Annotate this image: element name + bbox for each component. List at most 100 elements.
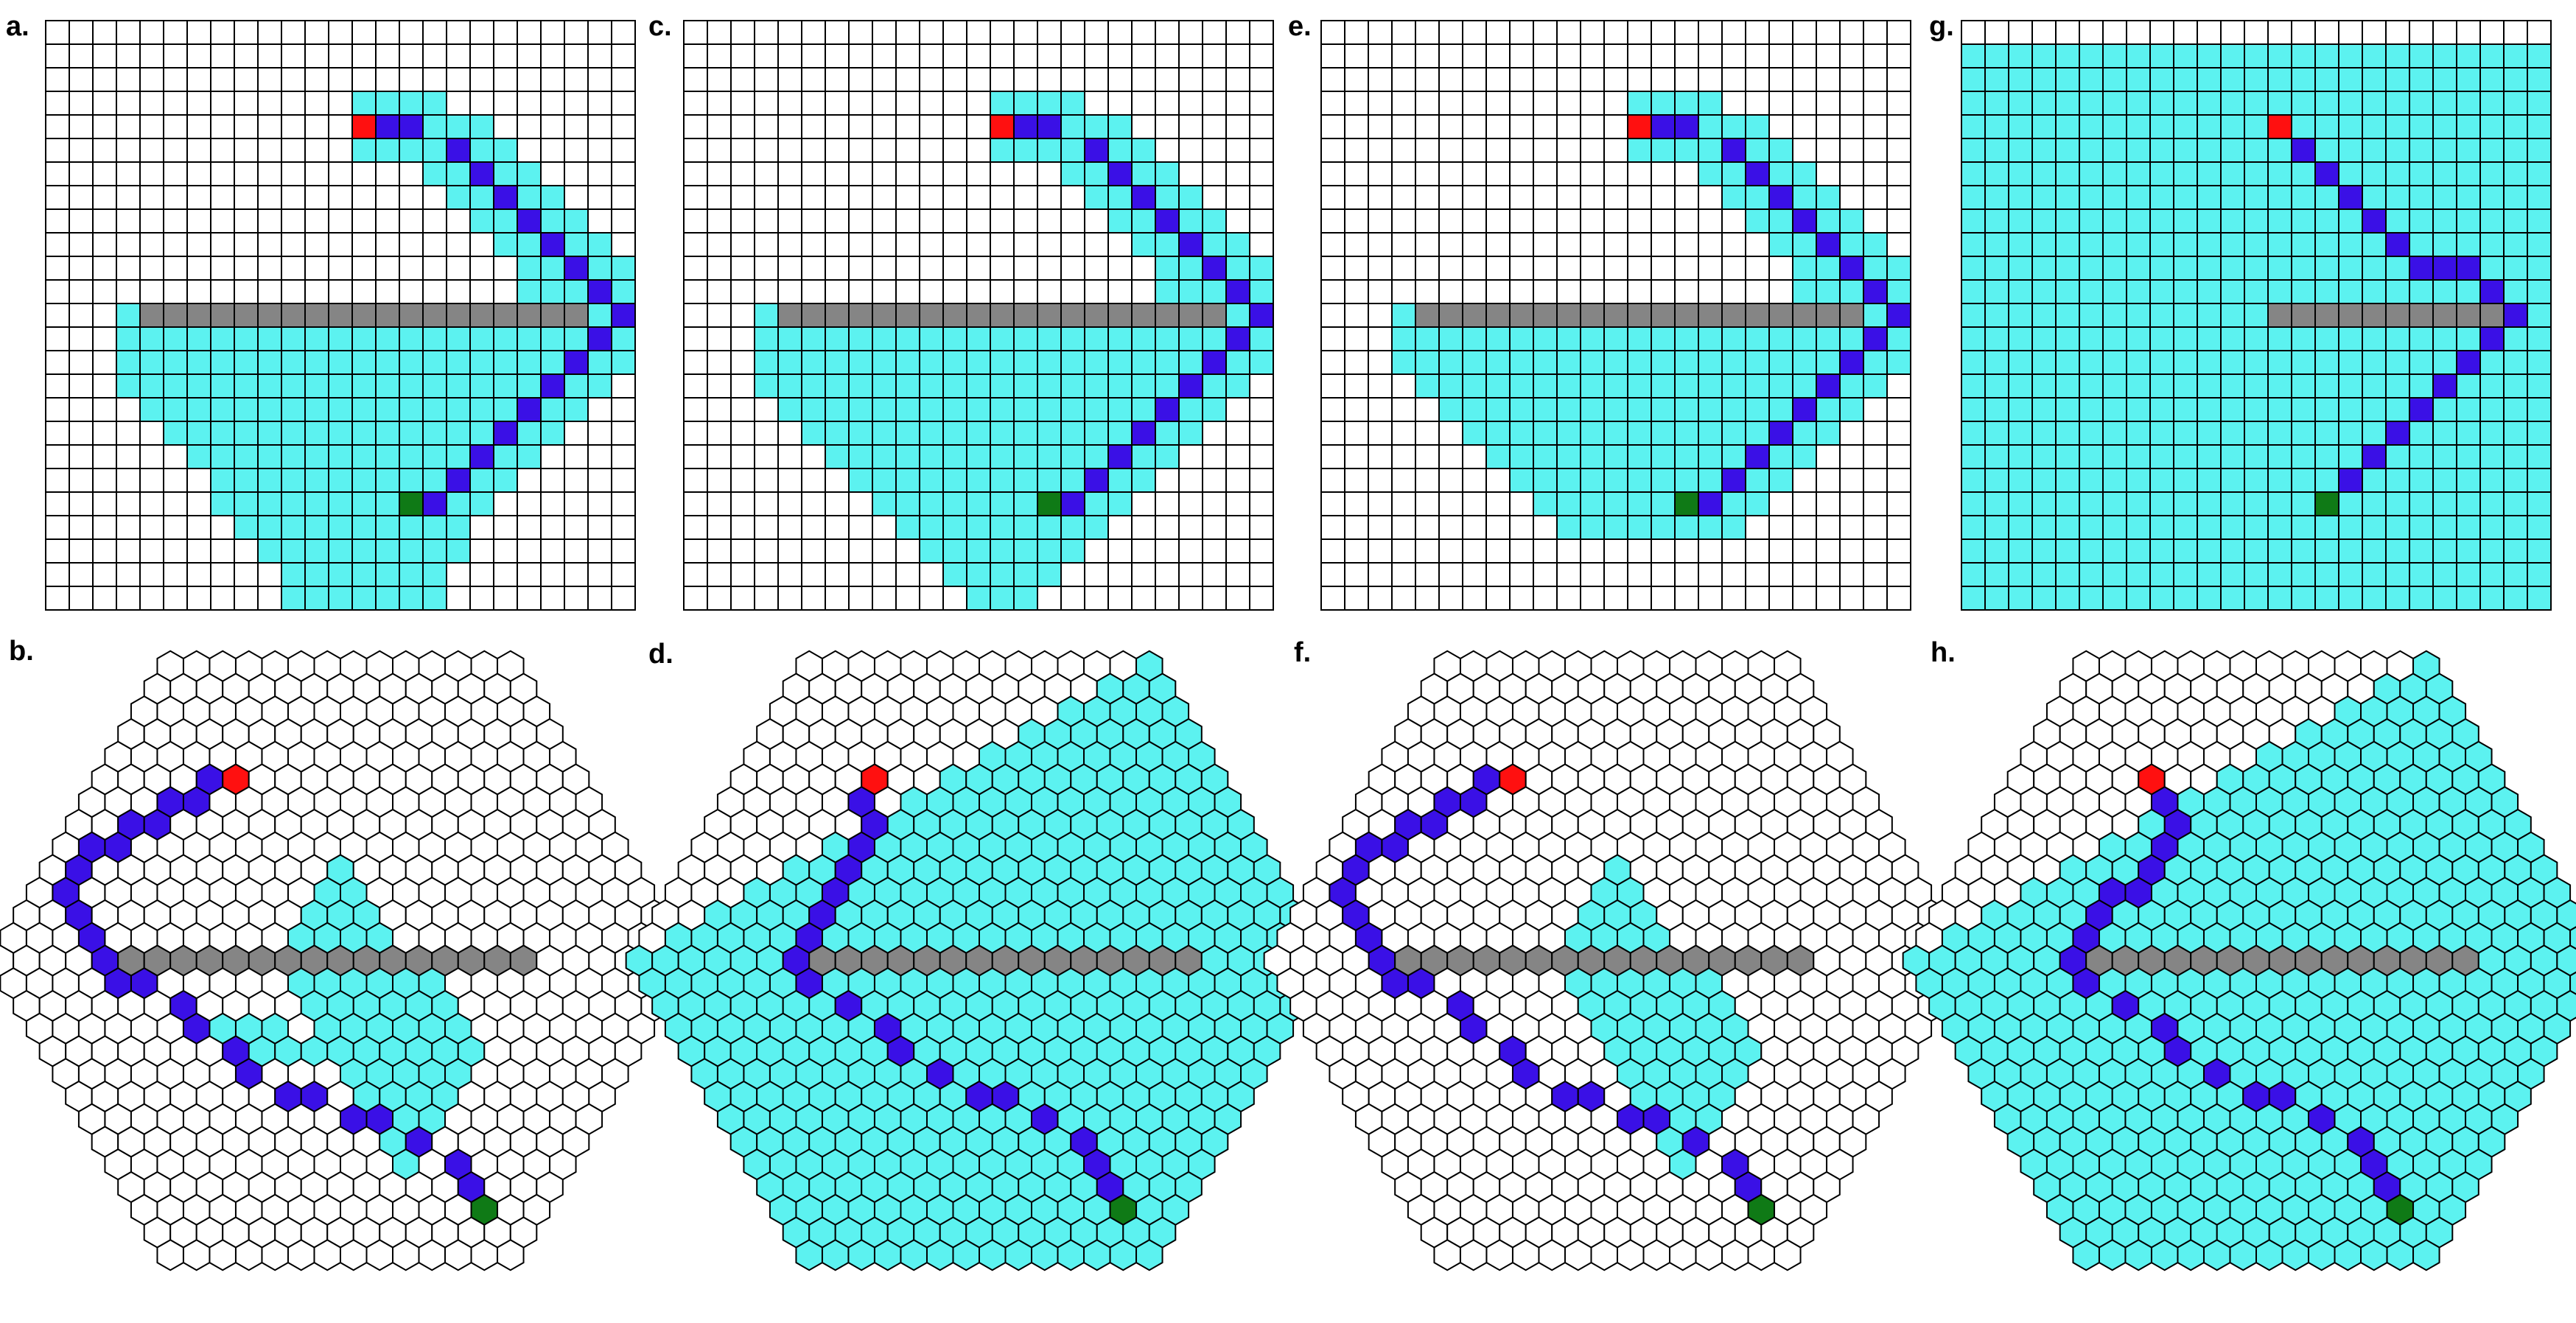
- explored-cell: [2149, 491, 2174, 516]
- explored-cell: [2055, 114, 2080, 139]
- empty-cell: [186, 586, 211, 611]
- explored-cell: [2055, 232, 2080, 257]
- path-cell: [517, 208, 542, 234]
- explored-cell: [469, 326, 494, 351]
- empty-cell: [1320, 421, 1345, 446]
- empty-cell: [754, 515, 779, 540]
- empty-cell: [1391, 256, 1416, 281]
- explored-cell: [919, 373, 944, 399]
- explored-cell: [2031, 326, 2057, 351]
- explored-cell: [2503, 161, 2528, 186]
- explored-cell: [1698, 114, 1723, 139]
- explored-cell: [1627, 397, 1652, 422]
- explored-cell: [1721, 373, 1746, 399]
- explored-cell: [2409, 350, 2434, 375]
- empty-cell: [1886, 232, 1911, 257]
- empty-cell: [1084, 43, 1109, 69]
- empty-cell: [92, 586, 117, 611]
- explored-cell: [2267, 138, 2292, 163]
- explored-cell: [2150, 1239, 2179, 1271]
- explored-cell: [2385, 114, 2410, 139]
- empty-cell: [707, 303, 732, 328]
- explored-cell: [1651, 91, 1676, 116]
- obstacle-cell: [351, 303, 377, 328]
- explored-cell: [1768, 373, 1793, 399]
- empty-cell: [1674, 208, 1699, 234]
- explored-cell: [1083, 1239, 1111, 1271]
- empty-cell: [1839, 161, 1864, 186]
- empty-cell: [777, 232, 802, 257]
- empty-cell: [683, 326, 708, 351]
- hex-grid-h: [1902, 650, 2576, 1271]
- empty-cell: [942, 256, 967, 281]
- empty-cell: [1202, 91, 1227, 116]
- path-cell: [1721, 138, 1746, 163]
- empty-cell: [895, 562, 920, 587]
- explored-cell: [2291, 67, 2316, 92]
- empty-cell: [1344, 491, 1369, 516]
- empty-cell: [186, 91, 211, 116]
- explored-cell: [1745, 468, 1770, 493]
- explored-cell: [2197, 91, 2222, 116]
- empty-cell: [1060, 586, 1085, 611]
- empty-cell: [1886, 421, 1911, 446]
- empty-cell: [1107, 562, 1133, 587]
- empty-cell: [45, 350, 70, 375]
- explored-cell: [234, 444, 259, 469]
- explored-cell: [2008, 373, 2033, 399]
- empty-cell: [375, 208, 400, 234]
- empty-cell: [1368, 279, 1393, 304]
- path-cell: [517, 397, 542, 422]
- obstacle-cell: [1037, 303, 1062, 328]
- empty-cell: [257, 20, 282, 45]
- empty-cell: [186, 20, 211, 45]
- explored-cell: [2244, 208, 2269, 234]
- explored-cell: [2456, 232, 2481, 257]
- explored-cell: [2314, 326, 2339, 351]
- empty-cell: [1745, 91, 1770, 116]
- empty-cell: [1391, 43, 1416, 69]
- explored-cell: [351, 397, 377, 422]
- empty-cell: [1438, 421, 1463, 446]
- empty-cell: [92, 138, 117, 163]
- explored-cell: [281, 538, 306, 564]
- empty-cell: [69, 114, 94, 139]
- empty-cell: [587, 91, 612, 116]
- empty-cell: [707, 491, 732, 516]
- explored-cell: [2385, 279, 2410, 304]
- explored-cell: [2220, 515, 2245, 540]
- empty-cell: [1863, 562, 1888, 587]
- explored-cell: [1984, 256, 2009, 281]
- explored-cell: [2197, 468, 2222, 493]
- empty-cell: [1225, 562, 1250, 587]
- explored-cell: [2456, 491, 2481, 516]
- explored-cell: [2432, 538, 2457, 564]
- path-cell: [446, 468, 471, 493]
- explored-cell: [422, 161, 447, 186]
- empty-cell: [1863, 586, 1888, 611]
- empty-cell: [611, 43, 636, 69]
- empty-cell: [493, 491, 518, 516]
- explored-cell: [2456, 562, 2481, 587]
- explored-cell: [1961, 444, 1986, 469]
- empty-cell: [1013, 208, 1038, 234]
- empty-cell: [1564, 1239, 1592, 1271]
- explored-cell: [1202, 232, 1227, 257]
- empty-cell: [895, 279, 920, 304]
- explored-cell: [2291, 491, 2316, 516]
- explored-cell: [281, 468, 306, 493]
- empty-cell: [966, 43, 991, 69]
- empty-cell: [1249, 562, 1274, 587]
- explored-cell: [2220, 373, 2245, 399]
- explored-cell: [1178, 256, 1203, 281]
- explored-cell: [2479, 397, 2505, 422]
- empty-cell: [139, 67, 164, 92]
- explored-cell: [2362, 279, 2387, 304]
- empty-cell: [801, 208, 826, 234]
- explored-cell: [2102, 326, 2127, 351]
- explored-cell: [2362, 373, 2387, 399]
- empty-cell: [1107, 232, 1133, 257]
- explored-cell: [1556, 515, 1581, 540]
- explored-cell: [2409, 421, 2434, 446]
- empty-cell: [517, 491, 542, 516]
